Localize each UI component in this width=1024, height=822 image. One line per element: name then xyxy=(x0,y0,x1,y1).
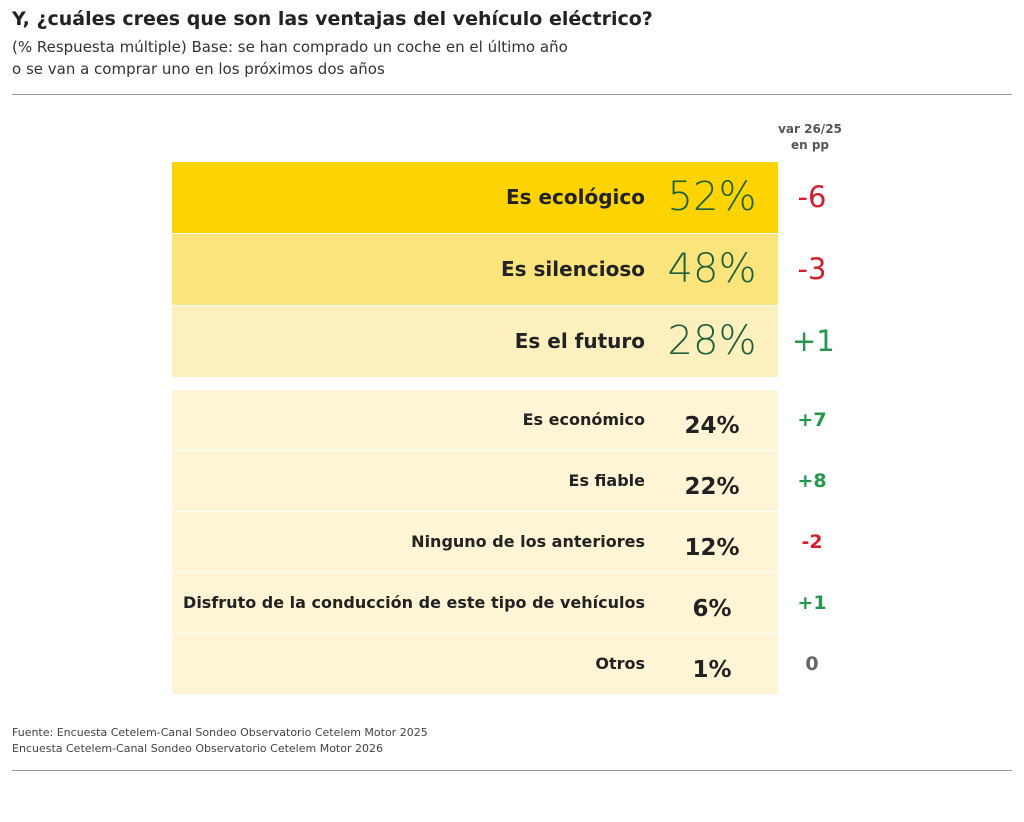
table-row: Es económico 24% +7 xyxy=(172,390,827,450)
row-share: 52% xyxy=(667,174,757,220)
source: Fuente: Encuesta Cetelem-Canal Sondeo Ob… xyxy=(12,726,428,739)
row-label: Ninguno de los anteriores xyxy=(411,532,645,551)
source: Encuesta Cetelem-Canal Sondeo Observator… xyxy=(12,742,383,755)
table-row: Ninguno de los anteriores 12% -2 xyxy=(172,512,823,572)
table-row: Otros 1% 0 xyxy=(172,634,819,694)
row-change: +8 xyxy=(797,470,827,492)
row-share: 24% xyxy=(684,413,740,439)
divider xyxy=(12,770,1012,771)
row-label: Es ecológico xyxy=(505,185,645,209)
table-row: Es ecológico 52% -6 xyxy=(172,162,826,233)
table-row: Es fiable 22% +8 xyxy=(172,451,827,511)
row-share: 6% xyxy=(692,596,732,622)
column-header: var 26/25 xyxy=(778,122,842,136)
row-share: 48% xyxy=(667,246,757,292)
divider xyxy=(12,94,1012,95)
table-row: Es silencioso 48% -3 xyxy=(172,234,826,305)
row-label: Otros xyxy=(595,654,645,673)
table-row: Disfruto de la conducción de este tipo d… xyxy=(172,573,827,633)
row-share: 12% xyxy=(684,535,740,561)
row-label: Es económico xyxy=(522,410,645,429)
row-label: Es el futuro xyxy=(514,329,645,353)
row-label: Disfruto de la conducción de este tipo d… xyxy=(183,593,645,612)
row-share: 22% xyxy=(684,474,740,500)
row-change: +1 xyxy=(797,592,827,614)
row-share: 1% xyxy=(692,657,732,683)
title: Y, ¿cuáles crees que son las ventajas de… xyxy=(12,8,653,30)
row-change: +7 xyxy=(797,409,827,431)
row-change: -2 xyxy=(801,531,823,553)
row-share: 28% xyxy=(667,318,757,364)
subtitle: (% Respuesta múltiple) Base: se han comp… xyxy=(12,38,568,56)
subtitle: o se van a comprar uno en los próximos d… xyxy=(12,60,385,78)
row-label: Es silencioso xyxy=(500,257,645,281)
table-row: Es el futuro 28% +1 xyxy=(172,306,835,377)
row-change: +1 xyxy=(792,324,835,358)
row-change: 0 xyxy=(805,653,819,675)
column-header: en pp xyxy=(790,138,830,152)
row-change: -6 xyxy=(797,180,827,214)
row-label: Es fiable xyxy=(568,471,645,490)
row-change: -3 xyxy=(797,252,827,286)
